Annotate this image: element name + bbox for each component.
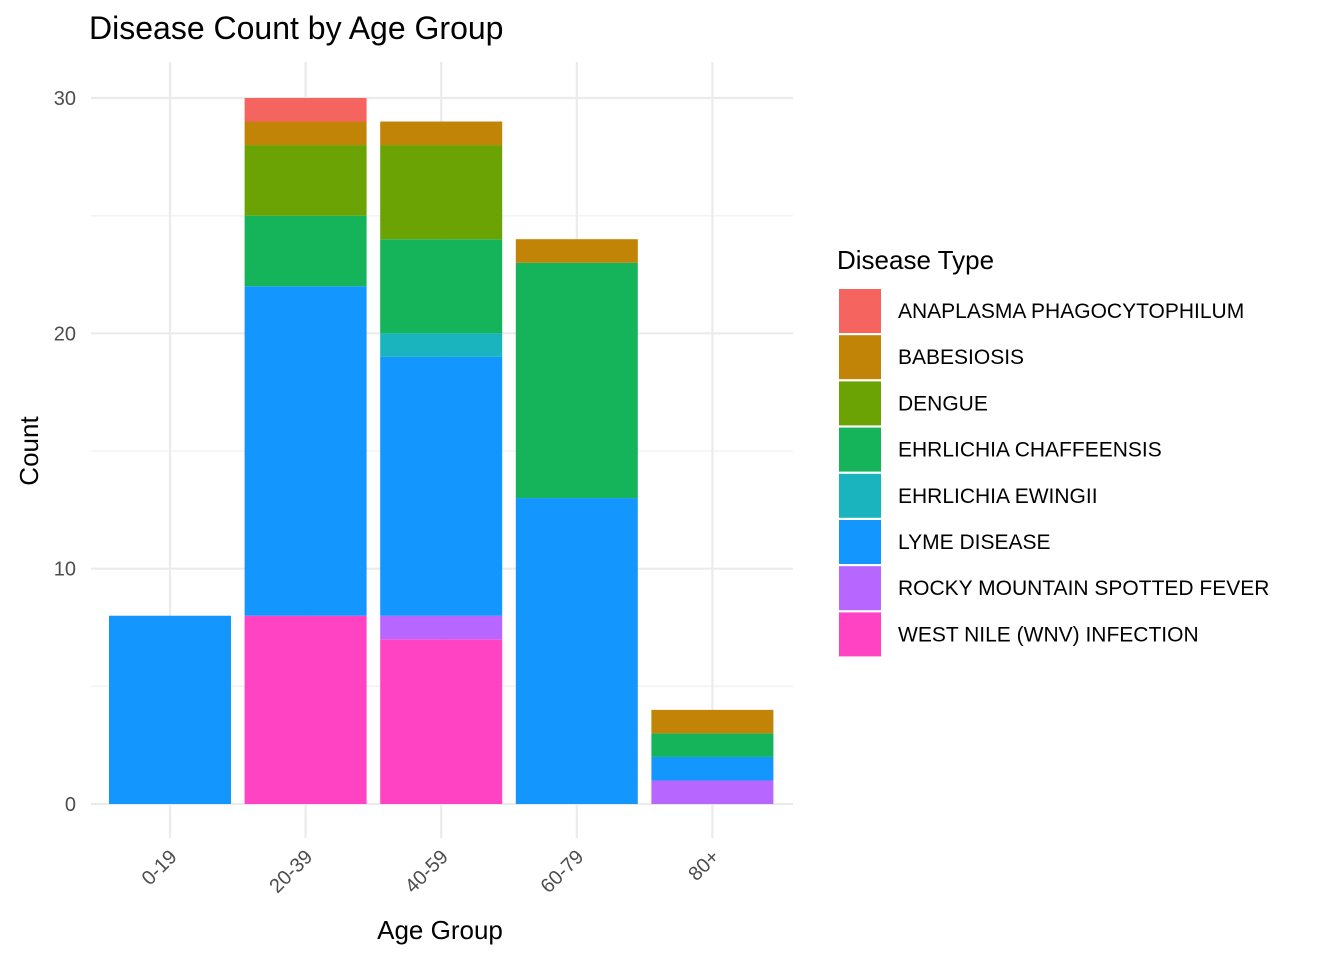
y-tick-label: 30 bbox=[54, 88, 76, 110]
x-axis-ticks: 0-19 20-39 40-59 60-79 80+ bbox=[138, 846, 724, 898]
legend-key-lyme-disease bbox=[839, 520, 881, 564]
bar-80-rocky-mountain-spotted-fever bbox=[651, 780, 774, 804]
y-tick-label: 20 bbox=[54, 323, 76, 345]
y-axis-ticks: 0 10 20 30 bbox=[54, 88, 76, 816]
bar-40-59-west-nile-wnv-infection bbox=[380, 639, 503, 804]
bar-20-39-anaplasma-phagocytophilum bbox=[244, 98, 367, 122]
x-tick-label: 20-39 bbox=[265, 846, 317, 898]
x-tick-label: 60-79 bbox=[537, 846, 589, 898]
legend: ANAPLASMA PHAGOCYTOPHILUM BABESIOSIS DENGU… bbox=[839, 289, 1269, 657]
legend-title: Disease Type bbox=[837, 245, 994, 275]
legend-label-anaplasma-phagocytophilum: ANAPLASMA PHAGOCYTOPHILUM bbox=[898, 300, 1244, 323]
x-tick-label: 80+ bbox=[684, 846, 724, 886]
legend-key-ehrlichia-ewingii bbox=[839, 473, 881, 518]
legend-label-rocky-mountain-spotted-fever: ROCKY MOUNTAIN SPOTTED FEVER bbox=[898, 577, 1269, 600]
bar-60-79-ehrlichia-chaffeensis bbox=[515, 262, 638, 499]
x-tick-label: 0-19 bbox=[138, 846, 182, 890]
bar-20-39-ehrlichia-chaffeensis bbox=[244, 215, 367, 287]
bar-60-79-lyme-disease bbox=[515, 498, 638, 804]
bar-0-19-lyme-disease bbox=[109, 615, 231, 804]
bar-80-ehrlichia-chaffeensis bbox=[651, 733, 774, 757]
y-tick-label: 0 bbox=[65, 794, 76, 816]
legend-label-ehrlichia-chaffeensis: EHRLICHIA CHAFFEENSIS bbox=[898, 439, 1162, 462]
x-tick-label: 40-59 bbox=[401, 846, 453, 898]
legend-key-dengue bbox=[839, 381, 881, 426]
bar-80-lyme-disease bbox=[651, 756, 774, 781]
bar-20-39-lyme-disease bbox=[244, 286, 367, 616]
bar-40-59-dengue bbox=[380, 145, 503, 240]
bar-60-79-babesiosis bbox=[515, 239, 638, 263]
legend-key-babesiosis bbox=[839, 335, 881, 380]
bar-40-59-babesiosis bbox=[380, 121, 503, 146]
legend-label-west-nile-wnv-infection: WEST NILE (WNV) INFECTION bbox=[898, 623, 1199, 646]
bar-40-59-ehrlichia-ewingii bbox=[380, 333, 503, 357]
legend-key-west-nile-wnv-infection bbox=[839, 612, 881, 657]
bar-40-59-lyme-disease bbox=[380, 356, 503, 616]
legend-key-rocky-mountain-spotted-fever bbox=[839, 566, 881, 611]
x-axis-title: Age Group bbox=[377, 915, 503, 945]
legend-label-lyme-disease: LYME DISEASE bbox=[898, 531, 1051, 554]
y-axis-title: Count bbox=[14, 416, 44, 486]
legend-label-babesiosis: BABESIOSIS bbox=[898, 346, 1024, 369]
bar-80-babesiosis bbox=[651, 709, 774, 734]
bar-20-39-west-nile-wnv-infection bbox=[244, 615, 367, 804]
bar-40-59-rocky-mountain-spotted-fever bbox=[380, 615, 503, 640]
bar-20-39-babesiosis bbox=[244, 121, 367, 146]
legend-label-dengue: DENGUE bbox=[898, 392, 988, 415]
legend-key-ehrlichia-chaffeensis bbox=[839, 427, 881, 472]
legend-key-anaplasma-phagocytophilum bbox=[839, 289, 881, 333]
bar-40-59-ehrlichia-chaffeensis bbox=[380, 239, 503, 334]
y-tick-label: 10 bbox=[54, 559, 76, 581]
chart-title: Disease Count by Age Group bbox=[89, 10, 503, 46]
legend-label-ehrlichia-ewingii: EHRLICHIA EWINGII bbox=[898, 485, 1098, 508]
bar-20-39-dengue bbox=[244, 145, 367, 216]
bars bbox=[109, 98, 774, 804]
